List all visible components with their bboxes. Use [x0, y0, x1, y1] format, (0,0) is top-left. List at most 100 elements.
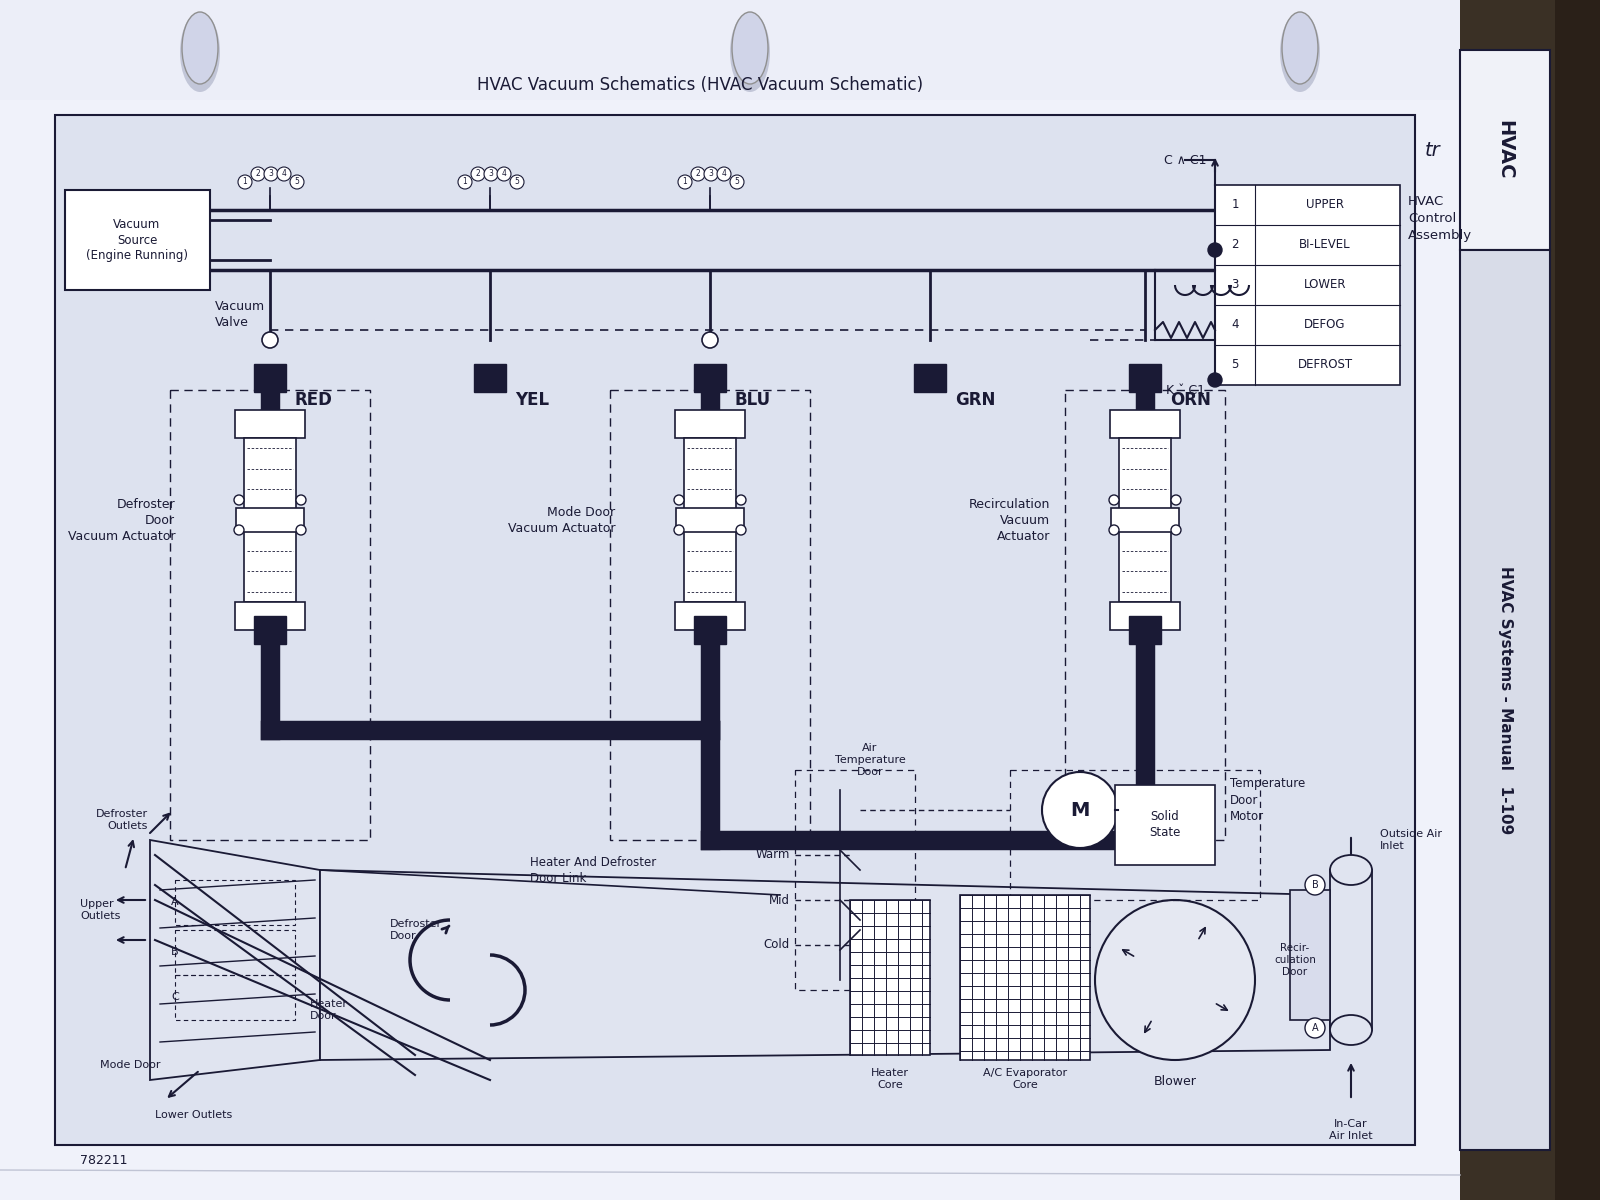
Circle shape: [296, 494, 306, 505]
Text: Solid
State: Solid State: [1149, 810, 1181, 840]
Text: YEL: YEL: [515, 391, 549, 409]
Ellipse shape: [1330, 854, 1373, 886]
Text: Heater
Door: Heater Door: [310, 1000, 349, 1021]
Circle shape: [1042, 772, 1118, 848]
Text: B: B: [1312, 880, 1318, 890]
Text: Warm: Warm: [755, 848, 790, 862]
Text: 1: 1: [1232, 198, 1238, 211]
Text: Air
Temperature
Door: Air Temperature Door: [835, 743, 906, 778]
Text: 3: 3: [269, 169, 274, 179]
Text: Blower: Blower: [1154, 1075, 1197, 1088]
Text: Vacuum
Source
(Engine Running): Vacuum Source (Engine Running): [86, 217, 189, 263]
Ellipse shape: [182, 12, 218, 84]
Bar: [1010, 770, 1261, 900]
Text: 4: 4: [501, 169, 507, 179]
Bar: [0, 0, 1459, 100]
Circle shape: [498, 167, 510, 181]
Text: A/C Evaporator
Core: A/C Evaporator Core: [982, 1068, 1067, 1091]
Text: Defroster
Door
Vacuum Actuator: Defroster Door Vacuum Actuator: [67, 498, 174, 542]
Circle shape: [736, 494, 746, 505]
Circle shape: [234, 526, 243, 535]
Bar: [685, 438, 736, 602]
Text: Defroster
Door: Defroster Door: [390, 919, 442, 941]
Circle shape: [736, 526, 746, 535]
Bar: [235, 602, 306, 630]
Text: Mode Door: Mode Door: [99, 1060, 160, 1070]
Bar: [1459, 50, 1550, 250]
Ellipse shape: [1280, 12, 1320, 92]
Circle shape: [674, 494, 685, 505]
Bar: [1110, 602, 1181, 630]
Text: Defroster
Outlets: Defroster Outlets: [96, 809, 147, 832]
Bar: [850, 900, 930, 1055]
Bar: [174, 880, 294, 925]
Ellipse shape: [1330, 1015, 1373, 1045]
Text: M: M: [1070, 800, 1090, 820]
Bar: [694, 616, 726, 644]
Text: GRN: GRN: [955, 391, 995, 409]
Text: Lower Outlets: Lower Outlets: [155, 1110, 232, 1120]
Circle shape: [277, 167, 291, 181]
Circle shape: [1094, 900, 1254, 1060]
Circle shape: [702, 332, 718, 348]
Text: HVAC Systems - Manual   1-109: HVAC Systems - Manual 1-109: [1498, 566, 1512, 834]
Text: Recirculation
Vacuum
Actuator: Recirculation Vacuum Actuator: [968, 498, 1050, 542]
Text: Outside Air
Inlet: Outside Air Inlet: [1379, 829, 1442, 851]
Text: 1: 1: [243, 178, 248, 186]
Ellipse shape: [179, 12, 221, 92]
Bar: [1555, 0, 1600, 1200]
Circle shape: [717, 167, 731, 181]
Circle shape: [251, 167, 266, 181]
Text: 782211: 782211: [80, 1153, 128, 1166]
Text: 5: 5: [515, 178, 520, 186]
Text: 2: 2: [696, 169, 701, 179]
Circle shape: [730, 175, 744, 188]
Text: UPPER: UPPER: [1306, 198, 1344, 211]
Text: LOWER: LOWER: [1304, 278, 1346, 292]
Text: A: A: [1312, 1022, 1318, 1033]
Polygon shape: [320, 870, 1330, 1060]
Text: 4: 4: [722, 169, 726, 179]
Text: K ˇ C1: K ˇ C1: [1165, 384, 1205, 396]
Bar: [54, 115, 1414, 1145]
Bar: [1118, 438, 1171, 602]
Bar: [1130, 616, 1162, 644]
Bar: [1459, 250, 1550, 1150]
Text: Upper
Outlets: Upper Outlets: [80, 899, 120, 922]
Circle shape: [458, 175, 472, 188]
Text: 3: 3: [709, 169, 714, 179]
Text: 2: 2: [475, 169, 480, 179]
Text: Mode Door
Vacuum Actuator: Mode Door Vacuum Actuator: [507, 505, 614, 534]
Bar: [174, 930, 294, 974]
Text: 5: 5: [734, 178, 739, 186]
Circle shape: [234, 494, 243, 505]
Circle shape: [674, 526, 685, 535]
Bar: [1115, 785, 1214, 865]
Ellipse shape: [730, 12, 770, 92]
Text: 5: 5: [1232, 359, 1238, 372]
Circle shape: [704, 167, 718, 181]
Text: 5: 5: [294, 178, 299, 186]
Bar: [914, 364, 946, 392]
Text: 2: 2: [256, 169, 261, 179]
Circle shape: [1171, 494, 1181, 505]
Bar: [1066, 390, 1226, 840]
Bar: [1214, 185, 1400, 385]
Text: 3: 3: [488, 169, 493, 179]
Circle shape: [262, 332, 278, 348]
Text: 1: 1: [683, 178, 688, 186]
Circle shape: [264, 167, 278, 181]
Text: BI-LEVEL: BI-LEVEL: [1299, 239, 1350, 252]
Polygon shape: [150, 840, 320, 1080]
Bar: [237, 508, 304, 532]
Text: B: B: [171, 947, 179, 958]
Circle shape: [1208, 242, 1222, 257]
Bar: [243, 438, 296, 602]
Text: ORN: ORN: [1170, 391, 1211, 409]
Ellipse shape: [1282, 12, 1318, 84]
Text: In-Car
Air Inlet: In-Car Air Inlet: [1330, 1118, 1373, 1141]
Bar: [66, 190, 210, 290]
Text: Heater
Core: Heater Core: [870, 1068, 909, 1091]
Bar: [1290, 890, 1330, 1020]
Text: 2: 2: [1232, 239, 1238, 252]
